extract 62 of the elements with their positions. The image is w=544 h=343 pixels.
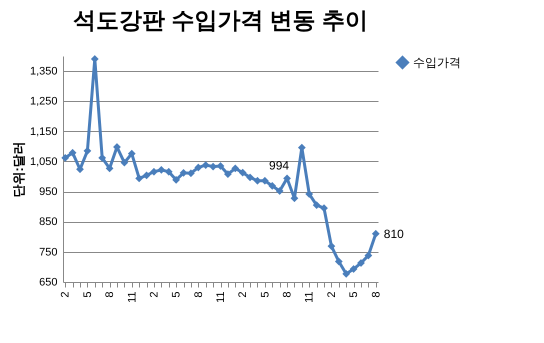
x-tick-label: 8 (192, 292, 205, 298)
x-tick-label: 5 (82, 292, 94, 298)
legend-label: 수입가격 (413, 56, 461, 70)
y-tick-label: 950 (39, 186, 58, 198)
y-tick-label: 750 (39, 246, 58, 258)
x-tick-label: 5 (348, 292, 360, 298)
point (334, 258, 343, 266)
x-tick-label: 5 (170, 292, 183, 298)
y-tick-label: 1,350 (30, 66, 58, 78)
point (106, 164, 114, 172)
x-tick-label: 2 (60, 292, 72, 298)
y-tick-label: 650 (39, 276, 58, 288)
point (128, 150, 136, 158)
point (350, 265, 358, 273)
point (164, 168, 173, 176)
point (268, 182, 276, 190)
y-axis-title: 단위:달러 (10, 141, 26, 198)
y-tick-label: 1,150 (30, 126, 58, 138)
point (202, 161, 210, 169)
chart-title: 석도강판 수입가격 변동 추이 (72, 7, 368, 34)
x-tick-label: 2 (326, 292, 338, 298)
point (246, 174, 254, 182)
y-tick-label: 1,050 (30, 156, 58, 168)
point (364, 252, 372, 260)
point (68, 148, 76, 157)
point (238, 168, 247, 176)
point (172, 176, 180, 184)
point (142, 171, 150, 180)
x-tick-label: 5 (259, 292, 272, 298)
point (231, 164, 240, 172)
y-tick-label: 850 (39, 216, 58, 228)
x-tick-label: 11 (215, 292, 227, 303)
point (150, 168, 158, 176)
point (120, 158, 128, 167)
data-label: 994 (269, 158, 290, 172)
x-tick-label: 2 (237, 292, 250, 298)
point (357, 259, 365, 267)
point (135, 174, 144, 182)
point (157, 166, 166, 174)
x-tick-label: 8 (104, 292, 116, 298)
x-tick-label: 2 (148, 292, 160, 298)
point (372, 230, 380, 238)
data-label: 810 (384, 226, 404, 241)
point (305, 190, 314, 198)
point (209, 162, 217, 170)
point (61, 154, 70, 162)
point (84, 147, 92, 155)
point (187, 169, 195, 178)
point (328, 242, 336, 250)
point (276, 187, 284, 195)
point (312, 201, 320, 210)
x-tick-label: 8 (370, 292, 382, 298)
x-tick-label: 8 (282, 292, 294, 298)
point (283, 174, 291, 182)
y-tick-label: 1,250 (30, 96, 58, 108)
point (320, 204, 328, 212)
point (194, 164, 202, 172)
x-tick-label: 11 (126, 292, 138, 303)
point (216, 162, 224, 170)
x-tick-label: 11 (304, 292, 316, 303)
point (342, 270, 350, 278)
point (224, 170, 232, 178)
